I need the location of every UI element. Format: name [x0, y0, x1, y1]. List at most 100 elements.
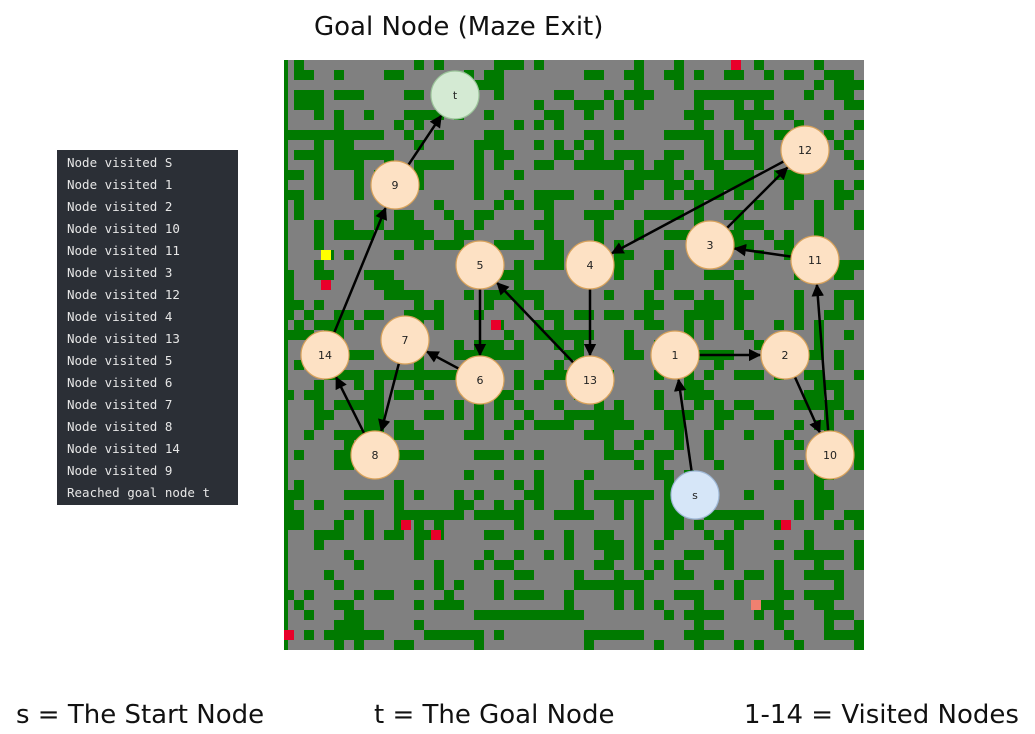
maze-wall-cell [334, 620, 344, 630]
maze-wall-cell [604, 290, 614, 300]
maze-wall-cell [434, 240, 454, 250]
edge-11-to-3 [733, 243, 792, 258]
maze-wall-cell [464, 290, 474, 300]
maze-wall-cell [504, 330, 514, 340]
maze-wall-cell [714, 580, 724, 590]
maze-wall-cell [354, 320, 364, 330]
maze-wall-cell [604, 410, 614, 420]
maze-wall-cell [724, 130, 734, 160]
maze-wall-cell [514, 60, 524, 70]
maze-wall-cell [314, 270, 324, 280]
maze-wall-cell [554, 400, 564, 410]
maze-wall-cell [344, 610, 354, 640]
maze-wall-cell [394, 220, 404, 230]
console-line: Node visited 4 [67, 309, 173, 324]
maze-wall-cell [474, 450, 484, 460]
maze-wall-cell [564, 610, 574, 620]
maze-wall-cell [514, 480, 524, 490]
maze-wall-cell [604, 430, 614, 450]
maze-wall-cell [314, 400, 324, 410]
maze-wall-cell [574, 500, 584, 510]
maze-wall-cell [594, 210, 604, 250]
maze-wall-cell [444, 630, 484, 640]
maze-wall-cell [444, 510, 454, 520]
maze-wall-cell [324, 570, 334, 580]
maze-wall-cell [634, 220, 644, 230]
maze-wall-cell [654, 560, 664, 570]
maze-wall-cell [754, 100, 764, 110]
maze-wall-cell [544, 190, 554, 230]
maze-wall-cell [444, 210, 454, 220]
maze-wall-cell [584, 430, 594, 440]
maze-wall-cell [664, 510, 674, 540]
maze-wall-cell [424, 510, 434, 520]
maze-wall-cell [494, 130, 504, 140]
maze-wall-cell [354, 180, 364, 190]
maze-marker-cell [321, 250, 331, 260]
maze-wall-cell [574, 160, 614, 170]
maze-wall-cell [534, 60, 544, 70]
maze-wall-cell [294, 90, 304, 100]
node-2: 2 [760, 330, 810, 380]
maze-wall-cell [614, 160, 624, 170]
maze-wall-cell [564, 590, 574, 610]
maze-wall-cell [844, 190, 854, 200]
maze-wall-cell [584, 630, 594, 650]
maze-wall-cell [564, 410, 574, 420]
maze-wall-cell [494, 200, 504, 210]
maze-wall-cell [374, 380, 384, 390]
maze-wall-cell [404, 130, 414, 140]
maze-wall-cell [654, 390, 664, 400]
maze-wall-cell [714, 420, 724, 430]
maze-wall-cell [404, 510, 424, 520]
maze-wall-cell [454, 400, 464, 410]
maze-wall-cell [774, 320, 784, 330]
maze-wall-cell [724, 170, 754, 180]
maze-wall-cell [824, 410, 834, 440]
maze-wall-cell [534, 220, 554, 230]
maze-wall-cell [844, 610, 854, 620]
maze-wall-cell [854, 450, 864, 460]
maze-wall-cell [384, 70, 404, 80]
maze-wall-cell [344, 90, 354, 100]
maze-wall-cell [294, 300, 304, 310]
maze-wall-cell [644, 90, 654, 100]
maze-wall-cell [734, 260, 744, 270]
edge-3-to-12 [726, 166, 789, 229]
maze-marker-cell [284, 630, 294, 640]
maze-wall-cell [414, 580, 424, 590]
node-5: 5 [455, 240, 505, 290]
maze-wall-cell [684, 170, 694, 180]
maze-wall-cell [534, 300, 544, 310]
maze-wall-cell [614, 410, 624, 420]
maze-wall-cell [794, 320, 804, 330]
maze-wall-cell [794, 440, 804, 450]
maze-wall-cell [374, 590, 384, 600]
console-log: Node visited S Node visited 1 Node visit… [57, 150, 238, 505]
maze-wall-cell [334, 150, 374, 160]
maze-wall-cell [534, 160, 554, 170]
maze-wall-cell [534, 380, 544, 390]
maze-wall-cell [824, 70, 844, 80]
node-circle [650, 330, 700, 380]
maze-wall-cell [394, 390, 404, 400]
maze-wall-cell [334, 580, 344, 590]
maze-wall-cell [364, 310, 374, 320]
maze-wall-cell [584, 70, 594, 80]
maze-wall-cell [624, 330, 634, 350]
node-label: s [692, 489, 698, 502]
maze-wall-cell [704, 290, 714, 330]
maze-wall-cell [494, 500, 504, 510]
maze-wall-cell [684, 590, 694, 600]
maze-wall-cell [854, 630, 864, 640]
node-circle [455, 240, 505, 290]
maze-wall-cell [614, 550, 624, 560]
maze-wall-cell [354, 560, 364, 570]
maze-wall-cell [634, 230, 644, 240]
node-circle [670, 470, 720, 520]
maze-wall-cell [454, 500, 474, 510]
maze-wall-cell [544, 110, 554, 120]
maze-wall-cell [594, 150, 604, 160]
maze-wall-cell [684, 110, 694, 120]
